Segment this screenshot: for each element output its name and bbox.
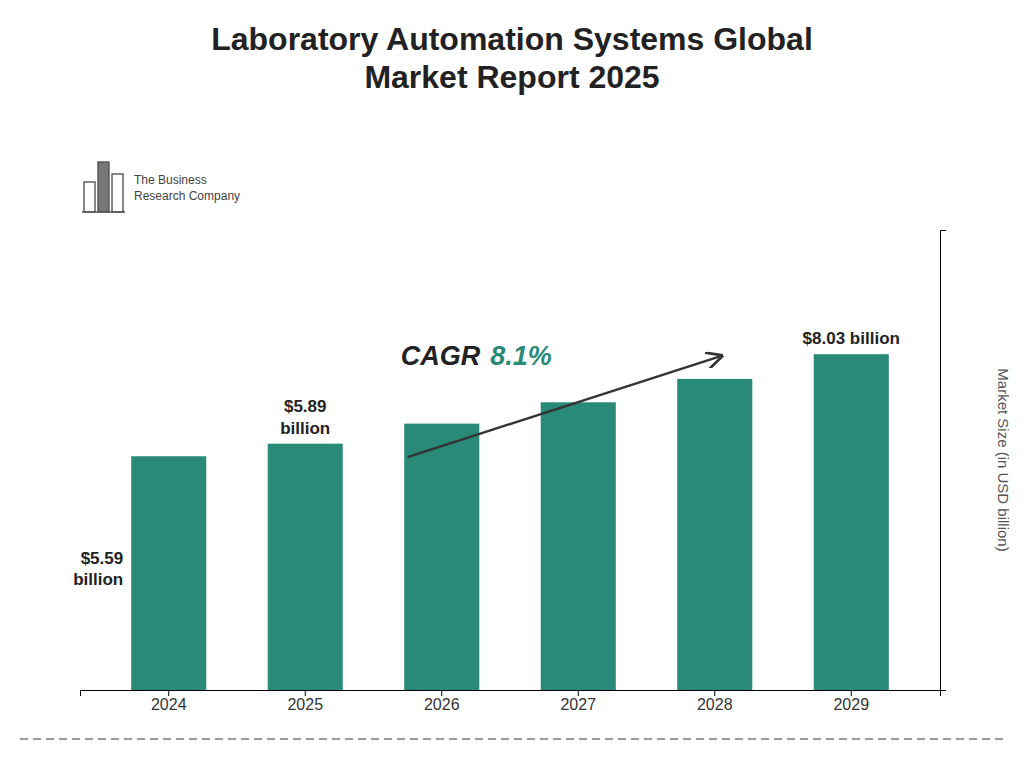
cagr-label: CAGR 8.1%: [401, 341, 552, 371]
text-line: $5.89: [284, 397, 327, 416]
y-axis-title: Market Size (in USD billion): [995, 368, 1012, 551]
title: Laboratory Automation Systems GlobalMark…: [211, 21, 813, 95]
data-labels: $5.59 billion $5.89 billion $8.03 billion: [73, 329, 900, 589]
bar: [677, 379, 752, 690]
x-tick: 2024: [151, 690, 187, 713]
text-line: Research Company: [134, 189, 240, 203]
text-line: Laboratory Automation Systems Global: [211, 21, 813, 57]
y-axis: [941, 231, 947, 691]
x-tick-label: 2028: [697, 696, 733, 713]
x-tick-mark: [441, 690, 442, 696]
bar: [268, 444, 343, 690]
bars: [131, 354, 889, 690]
x-tick: 2027: [560, 690, 596, 713]
data-label: $5.59 billion: [73, 549, 123, 589]
divider: [20, 738, 1004, 740]
x-tick-mark: [578, 690, 579, 696]
logo-text: The Business Research Company: [134, 173, 240, 203]
text-line: $8.03 billion: [803, 329, 900, 348]
cagr-word: CAGR: [401, 341, 481, 371]
logo-bar: [98, 162, 109, 212]
x-tick: 2025: [287, 690, 323, 713]
x-tick-label: 2024: [151, 696, 187, 713]
bar: [404, 424, 479, 690]
x-tick-mark: [168, 690, 169, 696]
logo-bar: [112, 174, 123, 212]
chart: Laboratory Automation Systems GlobalMark…: [0, 0, 1024, 768]
x-tick-mark: [305, 690, 306, 696]
x-tick-mark: [714, 690, 715, 696]
bar: [131, 456, 206, 690]
logo-baseline: [82, 211, 125, 212]
bar: [814, 354, 889, 690]
x-tick-label: 2027: [560, 696, 596, 713]
x-tick: 2028: [697, 690, 733, 713]
data-label: $5.89 billion: [280, 397, 330, 437]
text-line: The Business: [134, 173, 207, 187]
y-axis-line: [941, 231, 947, 691]
text-line: Market Report 2025: [364, 59, 659, 95]
x-tick-label: 2025: [287, 696, 323, 713]
logo: [82, 162, 125, 212]
x-tick-label: 2029: [833, 696, 869, 713]
x-tick: 2026: [424, 690, 460, 713]
text-line: billion: [280, 419, 330, 438]
text-line: billion: [73, 570, 123, 589]
data-label: $8.03 billion: [803, 329, 900, 348]
cagr-value: 8.1%: [490, 341, 552, 371]
x-tick-mark: [851, 690, 852, 696]
x-axis-line: [81, 691, 941, 697]
text-line: $5.59: [81, 549, 124, 568]
x-tick: 2029: [833, 690, 869, 713]
bar: [541, 402, 616, 690]
x-axis: 2024 2025 2026 2027 2028 2029: [81, 690, 941, 713]
x-tick-label: 2026: [424, 696, 460, 713]
logo-bar: [84, 182, 95, 212]
